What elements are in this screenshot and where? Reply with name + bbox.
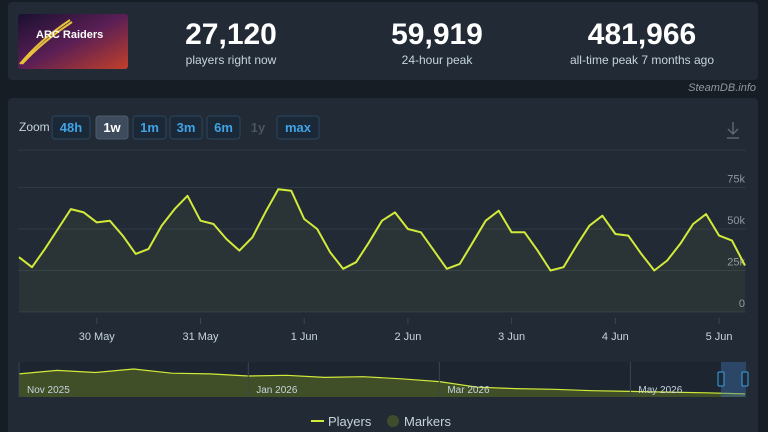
zoom-button-label[interactable]: 48h: [60, 120, 82, 135]
navigator-label: Jan 2026: [256, 385, 298, 396]
stat-label: players right now: [186, 53, 277, 67]
zoom-button[interactable]: [132, 115, 167, 140]
navigator-label: May 2026: [638, 385, 682, 396]
x-tick-label: 5 Jun: [706, 331, 733, 343]
x-tick-label: 30 May: [79, 331, 116, 343]
stat-value: 481,966: [588, 18, 696, 51]
chart-panel: [8, 98, 758, 432]
zoom-button-label: 1y: [251, 120, 266, 135]
legend-label[interactable]: Markers: [404, 414, 451, 429]
zoom-buttons: 48h 1w 1m 3m 6m 1y max: [51, 115, 320, 140]
stat-label: all-time peak 7 months ago: [570, 53, 714, 67]
zoom-button[interactable]: [206, 115, 241, 140]
zoom-label: Zoom: [19, 120, 50, 134]
zoom-button[interactable]: [169, 115, 203, 140]
stat-value: 27,120: [185, 18, 277, 51]
series-area: [19, 189, 745, 312]
stat-value: 59,919: [391, 18, 483, 51]
credit[interactable]: SteamDB.info: [688, 82, 756, 94]
zoom-button[interactable]: [95, 115, 129, 140]
x-tick-label: 1 Jun: [291, 331, 318, 343]
thumbnail-stripes: [19, 19, 73, 65]
x-tick-label: 3 Jun: [498, 331, 525, 343]
x-tick-label: 2 Jun: [394, 331, 421, 343]
game-thumbnail[interactable]: [18, 14, 128, 69]
legend-marker: [387, 415, 399, 427]
x-tick-label: 4 Jun: [602, 331, 629, 343]
navigator-line: [18, 368, 746, 395]
zoom-button-label[interactable]: 6m: [214, 120, 233, 135]
y-tick-label: 75k: [727, 174, 745, 186]
y-tick-label: 0: [739, 298, 745, 310]
zoom-button-label[interactable]: 1w: [103, 120, 121, 135]
stats-panel: [8, 2, 758, 80]
x-tick-label: 31 May: [182, 331, 219, 343]
zoom-button-label[interactable]: max: [285, 120, 312, 135]
zoom-button[interactable]: [276, 115, 320, 140]
stats: 27,120 players right now 59,919 24-hour pea…: [185, 18, 714, 67]
zoom-button-label[interactable]: 3m: [177, 120, 196, 135]
zoom-button[interactable]: [51, 115, 91, 140]
navigator-label: Nov 2025: [27, 385, 70, 396]
navigator-handle[interactable]: [717, 371, 725, 387]
navigator-handle[interactable]: [741, 371, 749, 387]
y-tick-label: 50k: [727, 215, 745, 227]
zoom-button-label[interactable]: 1m: [140, 120, 159, 135]
download-icon[interactable]: [727, 122, 739, 139]
legend-label[interactable]: Players: [328, 414, 372, 429]
navigator-label: Mar 2026: [447, 385, 490, 396]
series-line: [18, 188, 746, 272]
stat-label: 24-hour peak: [402, 53, 474, 67]
thumbnail-text: ARC Raiders: [36, 29, 103, 41]
